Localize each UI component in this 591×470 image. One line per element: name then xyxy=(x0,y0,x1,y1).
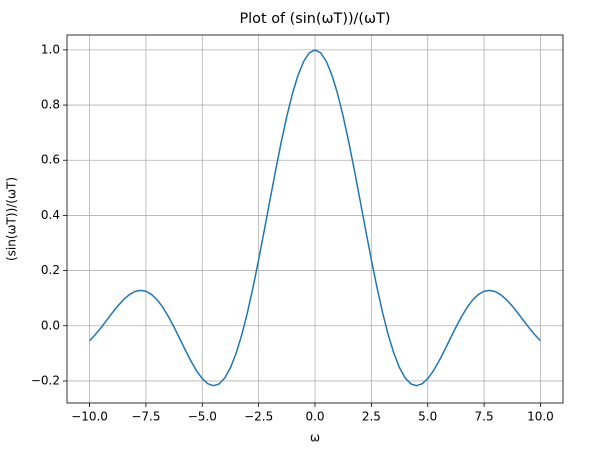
y-tick-label: 0.6 xyxy=(41,153,60,167)
chart-title: Plot of (sin(ωT))/(ωT) xyxy=(240,11,391,27)
x-tick-label: −5.0 xyxy=(188,410,217,424)
x-tick-label: −10.0 xyxy=(71,410,108,424)
y-tick-label: 0.8 xyxy=(41,98,60,112)
y-tick-label: 0.2 xyxy=(41,263,60,277)
axes-frame xyxy=(66,34,564,404)
x-tick-label: 0.0 xyxy=(305,410,324,424)
x-tick-label: 10.0 xyxy=(527,410,554,424)
x-tick-label: 5.0 xyxy=(418,410,437,424)
x-tick-label: 2.5 xyxy=(362,410,381,424)
y-tick-label: 1.0 xyxy=(41,42,60,56)
y-tick-label: 0.0 xyxy=(41,318,60,332)
line-series xyxy=(89,49,541,387)
y-axis-label: (sin(ωT))/(ωT) xyxy=(5,177,19,261)
x-tick-label: −7.5 xyxy=(131,410,160,424)
y-tick-label: 0.4 xyxy=(41,208,60,222)
x-tick-label: −2.5 xyxy=(244,410,273,424)
y-tick-label: −0.2 xyxy=(31,373,60,387)
x-tick-label: 7.5 xyxy=(475,410,494,424)
x-axis-label: ω xyxy=(310,431,320,445)
